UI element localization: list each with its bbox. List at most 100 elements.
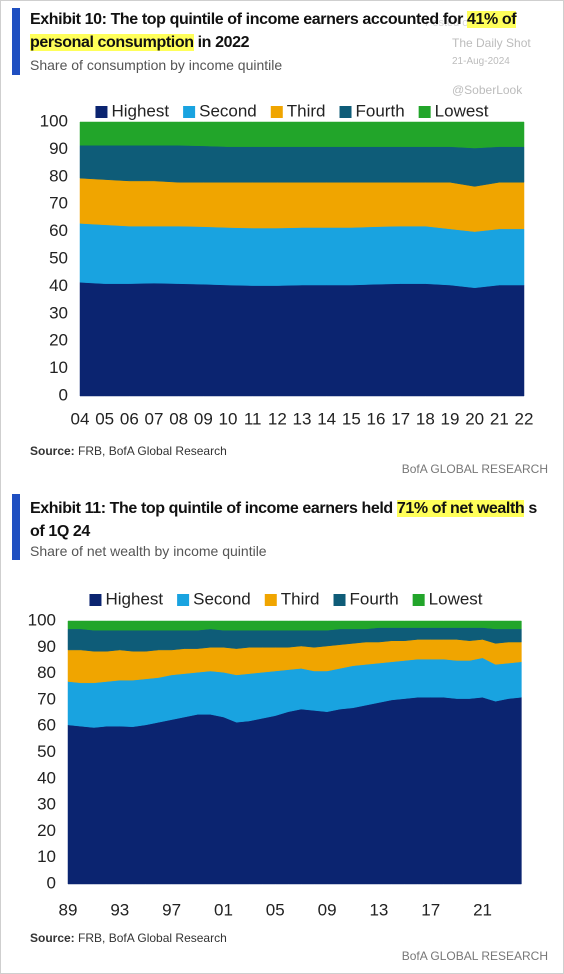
legend-label: Third <box>287 101 326 120</box>
source: Source: FRB, BofA Global Research <box>30 444 227 458</box>
x-tick-label: 12 <box>268 409 287 428</box>
y-tick-label: 0 <box>47 873 56 892</box>
legend-swatch <box>270 106 283 118</box>
footer: BofA GLOBAL RESEARCH <box>401 949 548 963</box>
x-tick-label: 05 <box>95 409 114 428</box>
legend-swatch <box>177 594 190 606</box>
watermark-date: 21-Aug-2024 <box>452 56 510 67</box>
x-tick-label: 97 <box>162 900 181 919</box>
x-tick-label: 07 <box>145 409 164 428</box>
y-tick-label: 90 <box>49 139 68 158</box>
x-tick-label: 08 <box>169 409 188 428</box>
x-tick-label: 06 <box>120 409 139 428</box>
y-tick-label: 40 <box>49 276 68 295</box>
x-tick-label: 19 <box>441 409 460 428</box>
footer: BofA GLOBAL RESEARCH <box>401 462 548 476</box>
x-tick-label: 20 <box>465 409 484 428</box>
y-tick-label: 60 <box>49 221 68 240</box>
x-tick-label: 11 <box>244 409 262 428</box>
y-tick-label: 30 <box>49 303 68 322</box>
legend-label: Second <box>199 101 257 120</box>
x-tick-label: 01 <box>214 900 233 919</box>
area <box>67 620 522 631</box>
x-tick-label: 89 <box>59 900 78 919</box>
legend-swatch <box>333 594 346 606</box>
watermark-site: The Daily Shot <box>452 36 531 50</box>
legend: Highest Second Third Fourth Lowest <box>89 589 483 608</box>
y-tick-label: 100 <box>28 610 56 629</box>
x-tick-label: 09 <box>318 900 337 919</box>
legend: Highest Second Third Fourth Lowest <box>95 101 489 120</box>
legend-label: Second <box>193 589 251 608</box>
chart: 0 10 20 30 40 50 60 70 80 90 100 89 93 97 01 05 09 13 17 21… <box>28 589 522 919</box>
exhibit: Exhibit 11: <box>30 500 106 517</box>
source-text: FRB, BofA Global Research <box>78 931 227 945</box>
y-tick-label: 60 <box>37 716 56 735</box>
source-label: Source: <box>30 444 75 458</box>
y-tick-label: 70 <box>49 194 68 213</box>
y-tick-label: 0 <box>59 385 68 404</box>
area <box>79 145 525 187</box>
source-label: Source: <box>30 931 75 945</box>
x-tick-label: 13 <box>369 900 388 919</box>
legend-swatch <box>412 594 425 606</box>
x-tick-label: 04 <box>71 409 90 428</box>
legend-label: Fourth <box>350 589 399 608</box>
x-tick-label: 16 <box>367 409 386 428</box>
chart-title: Exhibit 10: The top quintile of income e… <box>30 8 555 54</box>
x-tick-label: 93 <box>110 900 129 919</box>
y-tick-label: 50 <box>49 248 68 267</box>
subtitle: Share of net wealth by income quintile <box>30 543 267 559</box>
legend-label: Highest <box>111 101 169 120</box>
subtitle: Share of consumption by income quintile <box>30 57 283 73</box>
y-tick-label: 90 <box>37 637 56 656</box>
exhibit: Exhibit 10: <box>30 11 107 28</box>
title-highlight: 71% of net wealth <box>396 500 525 517</box>
source-text: FRB, BofA Global Research <box>78 444 227 458</box>
legend-swatch <box>89 594 102 606</box>
legend-swatch <box>418 106 431 118</box>
legend-label: Third <box>281 589 320 608</box>
x-tick-label: 13 <box>293 409 312 428</box>
legend-label: Fourth <box>356 101 405 120</box>
legend-swatch <box>183 106 196 118</box>
y-tick-label: 10 <box>37 847 56 866</box>
source: Source: FRB, BofA Global Research <box>30 931 227 945</box>
x-tick-label: 05 <box>266 900 285 919</box>
x-tick-label: 09 <box>194 409 213 428</box>
legend-swatch <box>339 106 352 118</box>
x-tick-label: 17 <box>391 409 410 428</box>
watermark-handle: @SoberLook <box>452 83 523 97</box>
y-tick-label: 50 <box>37 742 56 761</box>
title-part: The top quintile of income earners held <box>109 500 397 517</box>
x-tick-label: 21 <box>473 900 492 919</box>
area <box>79 177 525 232</box>
y-tick-label: 80 <box>37 663 56 682</box>
x-tick-label: 18 <box>416 409 435 428</box>
accent-bar <box>12 8 20 75</box>
legend-label: Lowest <box>435 101 489 120</box>
area <box>79 121 525 149</box>
title-part: The top quintile of income earners accou… <box>110 11 468 28</box>
x-tick-label: 21 <box>490 409 509 428</box>
y-tick-label: 100 <box>40 111 68 130</box>
y-tick-label: 20 <box>37 821 56 840</box>
title-part: in 2022 <box>193 34 250 51</box>
y-tick-label: 80 <box>49 166 68 185</box>
watermark-posted: Posted on <box>425 17 475 29</box>
area <box>79 223 525 289</box>
chart: 0 10 20 30 40 50 60 70 80 90 100 04 05 06 07 08 09 10 11 12… <box>40 101 534 428</box>
y-tick-label: 70 <box>37 689 56 708</box>
accent-bar <box>12 494 20 560</box>
y-tick-label: 10 <box>49 358 68 377</box>
legend-label: Lowest <box>429 589 483 608</box>
y-tick-label: 40 <box>37 768 56 787</box>
x-tick-label: 14 <box>317 409 336 428</box>
x-tick-label: 15 <box>342 409 361 428</box>
x-tick-label: 17 <box>421 900 440 919</box>
legend-swatch <box>95 106 108 118</box>
y-tick-label: 30 <box>37 795 56 814</box>
y-tick-label: 20 <box>49 331 68 350</box>
area <box>79 282 525 397</box>
